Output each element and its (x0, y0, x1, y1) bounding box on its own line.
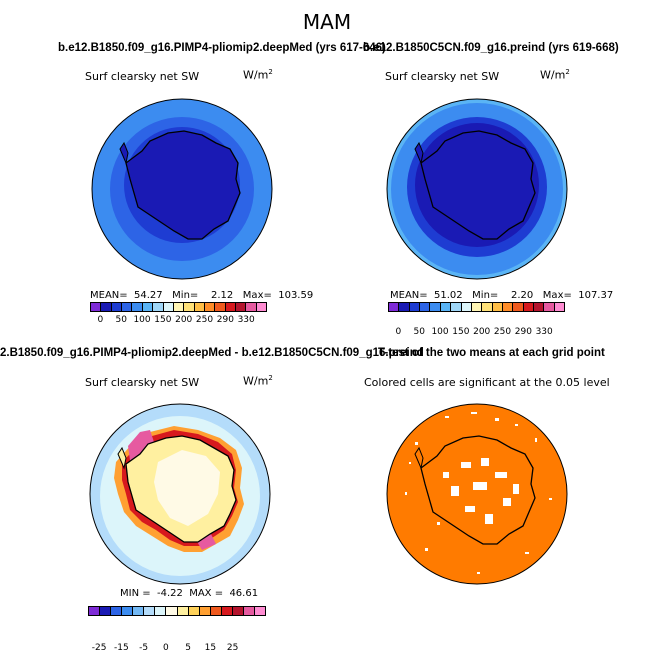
panel2-colorbar-tick-label: 50 (413, 327, 425, 337)
panel2-colorbar-swatch (554, 303, 565, 311)
panel3-stats: MIN = -4.22 MAX = 46.61 (120, 588, 259, 599)
panel1-colorbar-tick-label: 250 (195, 315, 214, 325)
panel1-colorbar-swatch (246, 303, 257, 311)
panel1-colorbar-tick-label: 100 (133, 315, 151, 325)
panel3-colorbar-swatch (221, 607, 233, 615)
panel1-colorbar-swatch (122, 303, 133, 311)
panel1-colorbar-swatch (194, 303, 205, 311)
panel3-colorbar-swatch (122, 607, 134, 615)
panel2-colorbar-swatch (492, 303, 503, 311)
panel2-colorbar-swatch (399, 303, 410, 311)
panel3-colorbar-tick-label: -15 (114, 643, 129, 653)
panel3-polar-map (89, 403, 271, 585)
panel3-colorbar-swatch (199, 607, 211, 615)
panel3-colorbar-swatch (144, 607, 156, 615)
panel2-colorbar-tick-label: 330 (535, 327, 553, 337)
panel2-colorbar-swatch (389, 303, 400, 311)
panel2-variable-label: Surf clearsky net SW (385, 70, 500, 83)
panel2-colorbar (388, 302, 565, 312)
panel3-colorbar-swatch (89, 607, 101, 615)
panel2-colorbar-tick-label: 0 (395, 327, 402, 337)
panel1-colorbar-ticks: 0 50 100 150 200 250 290 330 (90, 315, 267, 327)
panel2-colorbar-swatch (430, 303, 441, 311)
panel1-colorbar-swatch (184, 303, 195, 311)
panel1-colorbar-swatch (163, 303, 174, 311)
panel1-colorbar-swatch (225, 303, 237, 311)
panel2-colorbar-swatch (482, 303, 493, 311)
panel2-colorbar-tick-label: 290 (514, 327, 532, 337)
panel1-colorbar-swatch (204, 303, 216, 311)
panel3-case-title: 2.B1850.f09_g16.PIMP4-pliomip2.deepMed -… (0, 347, 424, 359)
panel3-colorbar-tick-label: 25 (226, 643, 239, 653)
panel3-colorbar-swatch (133, 607, 145, 615)
panel2-colorbar-swatch (534, 303, 545, 311)
panel1-colorbar-swatch (236, 303, 247, 311)
panel3-colorbar-tick-label: 0 (163, 643, 169, 653)
panel2-colorbar-swatch (523, 303, 535, 311)
panel1-colorbar-swatch (101, 303, 112, 311)
panel1-colorbar-swatch (142, 303, 154, 311)
panel1-case-title: b.e12.B1850.f09_g16.PIMP4-pliomip2.deepM… (58, 42, 386, 54)
panel3-colorbar-swatch (210, 607, 222, 615)
panel2-colorbar-swatch (420, 303, 431, 311)
panel3-colorbar-swatch (100, 607, 112, 615)
panel1-colorbar-swatch (173, 303, 185, 311)
panel3-colorbar-swatch (232, 607, 244, 615)
panel1-colorbar-tick-label: 150 (154, 315, 172, 325)
panel1-stats: MEAN= 54.27 Min= 2.12 Max= 103.59 (90, 290, 314, 301)
panel1-colorbar-swatch (132, 303, 143, 311)
panel1-colorbar-swatch (153, 303, 164, 311)
panel3-colorbar-swatch (111, 607, 123, 615)
panel2-stats: MEAN= 51.02 Min= 2.20 Max= 107.37 (390, 290, 614, 301)
panel1-colorbar-swatch (215, 303, 226, 311)
panel2-colorbar-swatch (451, 303, 462, 311)
panel2-units: W/m2 (540, 68, 570, 82)
panel2-case-title: b.e12.B1850C5CN.f09_g16.preind (yrs 619-… (363, 42, 619, 54)
panel3-colorbar-tick-label: -25 (91, 643, 107, 653)
panel2-colorbar-ticks: 0 50 100 150 200 250 290 330 (388, 327, 565, 339)
panel2-colorbar-swatch (461, 303, 472, 311)
panel3-colorbar-swatch (254, 607, 265, 615)
panel1-colorbar-tick-label: 330 (237, 315, 255, 325)
panel2-polar-map (386, 98, 568, 280)
panel1-colorbar-tick-label: 0 (97, 315, 104, 325)
panel2-colorbar-tick-label: 150 (452, 327, 470, 337)
panel3-colorbar (88, 606, 266, 616)
panel3-colorbar-swatch (166, 607, 178, 615)
panel2-colorbar-swatch (502, 303, 514, 311)
panel1-variable-label: Surf clearsky net SW (85, 70, 200, 83)
panel3-colorbar-swatch (188, 607, 200, 615)
panel4-case-title: T-test of the two means at each grid poi… (378, 347, 605, 359)
panel4-subtitle: Colored cells are significant at the 0.0… (364, 376, 610, 389)
panel1-colorbar-swatch (91, 303, 102, 311)
panel3-units: W/m2 (243, 374, 273, 388)
panel1-colorbar-tick-label: 290 (216, 315, 234, 325)
panel2-colorbar-swatch (513, 303, 524, 311)
panel3-colorbar-tick-label: 15 (204, 643, 217, 653)
panel3-colorbar-swatch (177, 607, 189, 615)
panel3-colorbar-tick-label: -5 (139, 643, 149, 653)
panel3-colorbar-tick-label: 5 (185, 643, 191, 653)
panel1-colorbar-tick-label: 200 (175, 315, 193, 325)
panel2-colorbar-swatch (471, 303, 483, 311)
panel2-colorbar-swatch (440, 303, 452, 311)
panel2-colorbar-tick-label: 200 (473, 327, 491, 337)
panel1-colorbar (90, 302, 267, 312)
panel2-colorbar-tick-label: 100 (431, 327, 449, 337)
figure-title: MAM (302, 10, 352, 34)
panel3-variable-label: Surf clearsky net SW (85, 376, 200, 389)
panel3-colorbar-swatch (243, 607, 255, 615)
panel1-colorbar-swatch (256, 303, 267, 311)
panel2-colorbar-swatch (409, 303, 421, 311)
panel1-units: W/m2 (243, 68, 273, 82)
panel1-polar-map (91, 98, 273, 280)
panel3-colorbar-ticks: -25 -15 -5 0 5 15 25 (88, 643, 266, 655)
panel4-polar-map (386, 403, 568, 585)
panel1-colorbar-tick-label: 50 (115, 315, 127, 325)
panel1-colorbar-swatch (111, 303, 123, 311)
panel2-colorbar-tick-label: 250 (493, 327, 512, 337)
panel2-colorbar-swatch (544, 303, 555, 311)
panel3-colorbar-swatch (155, 607, 167, 615)
